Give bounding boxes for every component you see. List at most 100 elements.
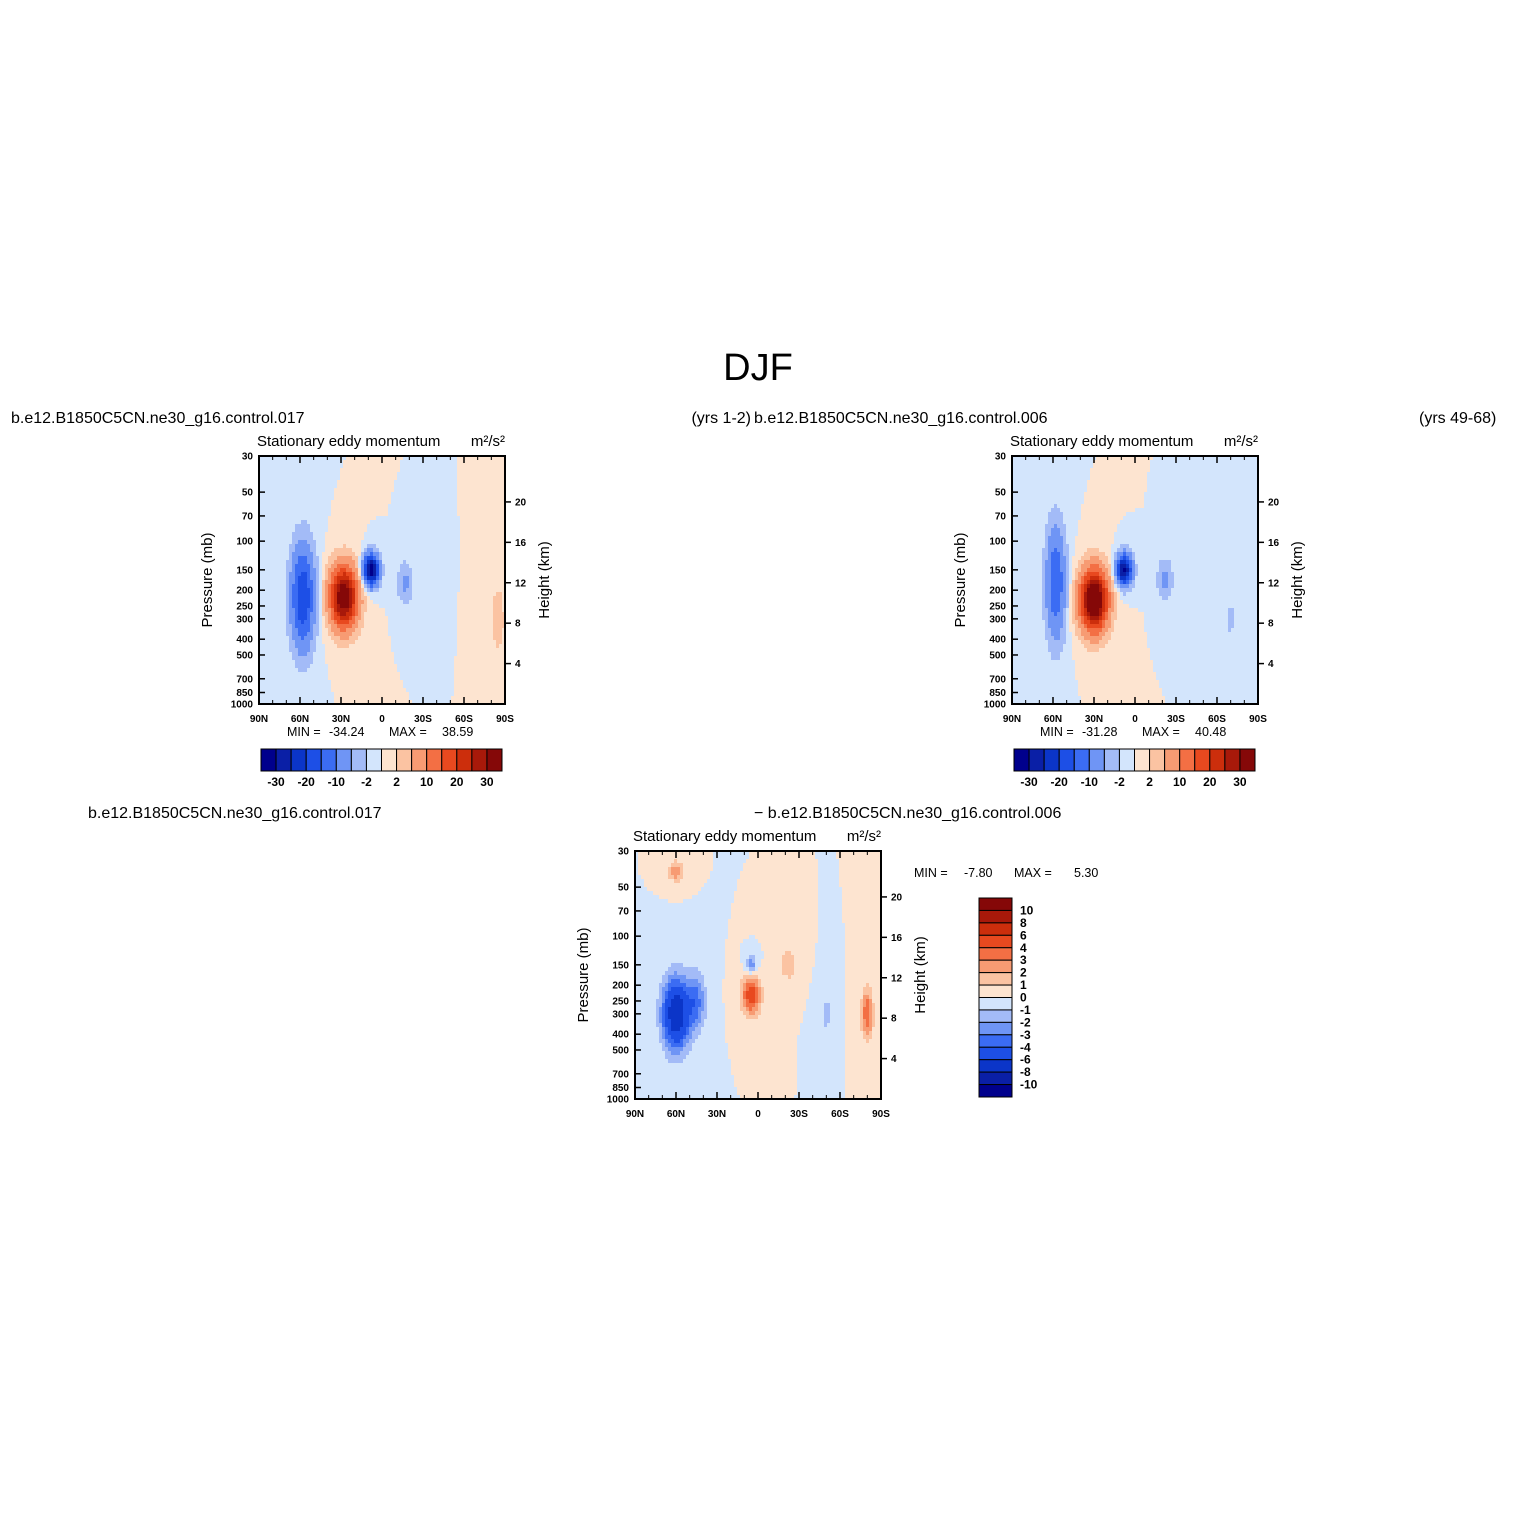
- contour-cell: [472, 576, 476, 581]
- contour-cell: [394, 684, 398, 689]
- contour-cell: [496, 652, 500, 657]
- contour-cell: [361, 612, 365, 617]
- contour-cell: [499, 640, 503, 645]
- contour-cell: [358, 680, 362, 685]
- contour-cell: [400, 484, 404, 489]
- contour-cell: [313, 640, 317, 645]
- contour-cell: [283, 556, 287, 561]
- contour-cell: [370, 512, 374, 517]
- contour-cell: [445, 488, 449, 493]
- contour-cell: [319, 628, 323, 633]
- contour-cell: [442, 520, 446, 525]
- contour-cell: [271, 484, 275, 489]
- contour-cell: [370, 632, 374, 637]
- contour-cell: [475, 460, 479, 465]
- contour-cell: [484, 548, 488, 553]
- contour-cell: [391, 468, 395, 473]
- contour-cell: [439, 508, 443, 513]
- contour-cell: [460, 568, 464, 573]
- contour-cell: [301, 516, 305, 521]
- contour-cell: [316, 456, 320, 461]
- contour-cell: [391, 604, 395, 609]
- contour-cell: [310, 528, 314, 533]
- contour-cell: [298, 692, 302, 697]
- contour-cell: [400, 640, 404, 645]
- contour-cell: [343, 560, 347, 565]
- contour-cell: [364, 480, 368, 485]
- contour-cell: [415, 564, 419, 569]
- contour-cell: [322, 508, 326, 513]
- contour-cell: [469, 664, 473, 669]
- contour-cell: [433, 612, 437, 617]
- contour-cell: [319, 464, 323, 469]
- contour-cell: [334, 656, 338, 661]
- contour-cell: [394, 492, 398, 497]
- contour-cell: [280, 496, 284, 501]
- contour-cell: [364, 640, 368, 645]
- contour-cell: [472, 484, 476, 489]
- contour-cell: [484, 584, 488, 589]
- contour-cell: [463, 488, 467, 493]
- contour-cell: [409, 512, 413, 517]
- contour-cell: [400, 648, 404, 653]
- contour-cell: [268, 468, 272, 473]
- contour-cell: [400, 464, 404, 469]
- contour-cell: [328, 464, 332, 469]
- contour-cell: [343, 456, 347, 461]
- contour-cell: [328, 596, 332, 601]
- contour-cell: [286, 640, 290, 645]
- contour-cell: [502, 556, 506, 561]
- contour-cell: [433, 460, 437, 465]
- contour-cell: [364, 696, 368, 701]
- contour-cell: [325, 488, 329, 493]
- contour-cell: [385, 692, 389, 697]
- contour-cell: [328, 600, 332, 605]
- contour-cell: [439, 684, 443, 689]
- contour-cell: [391, 512, 395, 517]
- contour-cell: [319, 668, 323, 673]
- contour-cell: [466, 668, 470, 673]
- contour-cell: [493, 464, 497, 469]
- contour-cell: [391, 500, 395, 505]
- contour-cell: [481, 492, 485, 497]
- contour-cell: [289, 472, 293, 477]
- contour-cell: [487, 528, 491, 533]
- contour-cell: [376, 640, 380, 645]
- contour-cell: [424, 576, 428, 581]
- contour-cell: [490, 616, 494, 621]
- contour-cell: [421, 584, 425, 589]
- contour-cell: [298, 520, 302, 525]
- contour-cell: [481, 556, 485, 561]
- contour-cell: [304, 504, 308, 509]
- contour-cell: [322, 552, 326, 557]
- contour-cell: [502, 596, 506, 601]
- contour-cell: [289, 624, 293, 629]
- contour-cell: [310, 572, 314, 577]
- contour-cell: [454, 584, 458, 589]
- contour-cell: [358, 592, 362, 597]
- contour-cell: [472, 636, 476, 641]
- contour-cell: [286, 592, 290, 597]
- contour-cell: [385, 616, 389, 621]
- contour-cell: [385, 688, 389, 693]
- contour-cell: [436, 660, 440, 665]
- contour-cell: [271, 672, 275, 677]
- contour-cell: [397, 504, 401, 509]
- contour-cell: [499, 544, 503, 549]
- contour-cell: [457, 612, 461, 617]
- contour-cell: [370, 504, 374, 509]
- contour-cell: [301, 640, 305, 645]
- contour-cell: [406, 596, 410, 601]
- contour-cell: [259, 592, 263, 597]
- contour-cell: [457, 592, 461, 597]
- contour-cell: [430, 532, 434, 537]
- contour-cell: [274, 628, 278, 633]
- contour-cell: [292, 612, 296, 617]
- contour-cell: [331, 520, 335, 525]
- contour-cell: [265, 632, 269, 637]
- contour-cell: [259, 620, 263, 625]
- contour-cell: [340, 548, 344, 553]
- contour-cell: [316, 580, 320, 585]
- contour-cell: [469, 556, 473, 561]
- contour-cell: [400, 496, 404, 501]
